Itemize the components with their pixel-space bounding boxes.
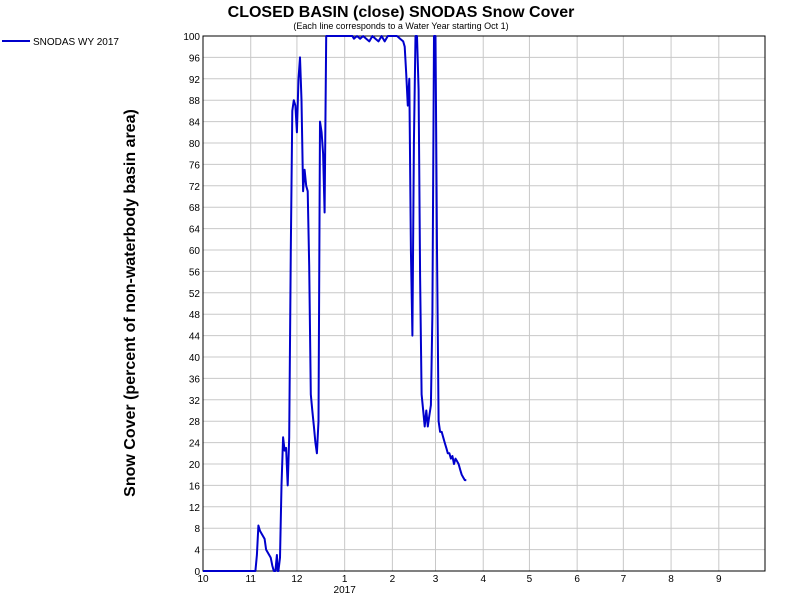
y-tick-label: 56 <box>189 267 201 278</box>
legend-label-snodas-wy-2017: SNODAS WY 2017 <box>33 37 119 48</box>
y-tick-label: 76 <box>189 160 201 171</box>
x-tick-label: 3 <box>433 574 439 585</box>
x-tick-label: 8 <box>668 574 674 585</box>
y-tick-label: 60 <box>189 246 201 257</box>
y-tick-label: 84 <box>189 118 201 129</box>
x-tick-label: 12 <box>291 574 303 585</box>
x-tick-label: 6 <box>574 574 580 585</box>
legend: SNODAS WY 2017 <box>2 37 119 48</box>
x-tick-label: 2 <box>390 574 396 585</box>
gridlines <box>202 35 765 572</box>
series-group <box>203 35 467 572</box>
x-tick-labels: 10 11 12 1 2 3 4 5 6 7 8 9 <box>197 574 722 585</box>
x-tick-label: 1 <box>342 574 348 585</box>
y-tick-label: 72 <box>189 182 201 193</box>
chart-title: CLOSED BASIN (close) SNODAS Snow Cover <box>228 4 575 21</box>
y-tick-label: 32 <box>189 396 201 407</box>
x-tick-label: 11 <box>246 574 257 585</box>
x-tick-label: 5 <box>527 574 533 585</box>
x-tick-label: 4 <box>480 574 486 585</box>
y-tick-label: 4 <box>194 546 200 557</box>
x-tick-label: 10 <box>197 574 209 585</box>
x-tick-label: 7 <box>621 574 627 585</box>
y-tick-label: 16 <box>189 481 201 492</box>
y-tick-label: 88 <box>189 96 201 107</box>
plot-area <box>202 35 766 572</box>
x-tick-label: 9 <box>716 574 722 585</box>
y-tick-label: 0 <box>194 567 200 578</box>
y-tick-labels: 0481216202428323640444852566064687276808… <box>183 32 200 578</box>
y-tick-label: 80 <box>189 139 201 150</box>
y-tick-label: 36 <box>189 374 201 385</box>
y-tick-label: 48 <box>189 310 201 321</box>
y-tick-label: 92 <box>189 75 201 86</box>
y-tick-label: 24 <box>189 439 201 450</box>
y-tick-label: 100 <box>183 32 200 43</box>
y-tick-label: 8 <box>194 524 200 535</box>
series-line-0 <box>203 35 467 572</box>
chart-subtitle: (Each line corresponds to a Water Year s… <box>293 21 508 31</box>
y-tick-label: 20 <box>189 460 201 471</box>
x-year-label: 2017 <box>334 585 357 596</box>
y-tick-label: 68 <box>189 203 201 214</box>
y-tick-label: 64 <box>189 225 201 236</box>
y-tick-label: 40 <box>189 353 201 364</box>
y-tick-label: 96 <box>189 53 201 64</box>
y-axis-label: Snow Cover (percent of non-waterbody bas… <box>122 109 139 497</box>
y-tick-label: 52 <box>189 289 201 300</box>
y-tick-label: 44 <box>189 332 201 343</box>
y-tick-label: 12 <box>189 503 201 514</box>
y-tick-label: 28 <box>189 417 201 428</box>
